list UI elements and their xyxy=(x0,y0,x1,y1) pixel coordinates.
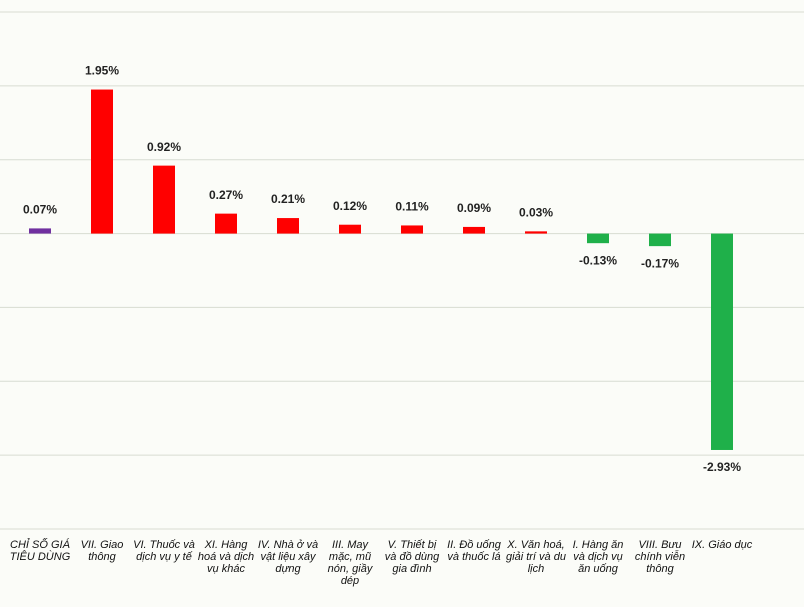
value-label: -2.93% xyxy=(703,460,741,474)
value-label: 0.07% xyxy=(23,203,57,217)
value-label: 0.03% xyxy=(519,206,553,220)
bar xyxy=(339,224,361,234)
bar xyxy=(649,233,671,247)
value-label: 0.12% xyxy=(333,199,367,213)
x-tick-label: XI. Hàng hoá và dịch vụ khác xyxy=(197,539,255,575)
value-label: 1.95% xyxy=(85,64,119,78)
x-tick-label: IV. Nhà ở và vật liệu xây dựng xyxy=(257,539,319,575)
x-tick-label: III. May mặc, mũ nón, giầy dép xyxy=(327,539,373,587)
value-label: 0.11% xyxy=(395,200,429,214)
value-label: -0.17% xyxy=(641,256,679,270)
x-tick-label: IX. Giáo dục xyxy=(691,539,753,551)
bar xyxy=(29,228,51,234)
x-tick-label: VI. Thuốc và dịch vụ y tế xyxy=(133,539,195,563)
x-tick-label: VIII. Bưu chính viễn thông xyxy=(634,539,686,575)
x-tick-label: V. Thiết bị và đồ dùng gia đình xyxy=(384,539,440,575)
value-label: 0.21% xyxy=(271,192,305,206)
x-tick-label: I. Hàng ăn và dịch vụ ăn uống xyxy=(572,539,624,575)
bar xyxy=(277,218,299,234)
x-tick-label: II. Đồ uống và thuốc lá xyxy=(447,539,501,563)
value-label: 0.27% xyxy=(209,188,243,202)
bar xyxy=(711,233,733,450)
x-tick-label: VII. Giao thông xyxy=(80,539,124,563)
x-tick-label: CHỈ SỐ GIÁ TIÊU DÙNG xyxy=(9,539,71,563)
bar xyxy=(153,165,175,234)
value-label: 0.09% xyxy=(457,201,491,215)
value-label: -0.13% xyxy=(579,253,617,267)
bar xyxy=(91,89,113,234)
bar xyxy=(401,225,423,234)
bar xyxy=(587,233,609,244)
value-label: 0.92% xyxy=(147,140,181,154)
bar xyxy=(525,231,547,234)
bar xyxy=(463,226,485,234)
bar xyxy=(215,213,237,234)
x-tick-label: X. Văn hoá, giải trí và du lịch xyxy=(506,539,566,575)
